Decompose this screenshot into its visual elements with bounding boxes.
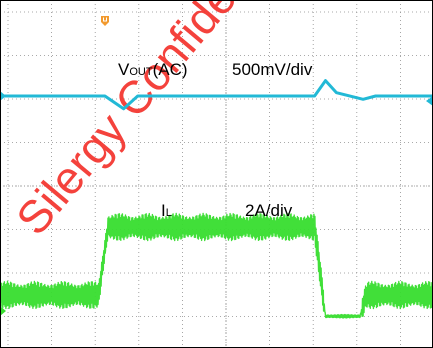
vout-scale-label: 500mV/div [232, 60, 313, 79]
il-label: IL [161, 201, 172, 220]
il-label-main: I [161, 201, 166, 220]
vout-label: VOUT(AC) [118, 60, 188, 79]
vout-label-suffix: (AC) [153, 60, 188, 79]
vout-label-subscript: OUT [129, 66, 153, 78]
vout-channel-marker-icon [0, 91, 6, 101]
il-channel-marker-icon [0, 306, 6, 316]
trigger-marker-tick-icon [103, 17, 107, 22]
il-label-subscript: L [166, 207, 172, 219]
traces [0, 79, 433, 319]
vout-trace [0, 79, 433, 111]
il-trace [0, 212, 433, 319]
vout-label-main: V [118, 60, 130, 79]
il-scale-label: 2A/div [245, 201, 293, 220]
trigger-level-marker-icon [426, 96, 433, 106]
